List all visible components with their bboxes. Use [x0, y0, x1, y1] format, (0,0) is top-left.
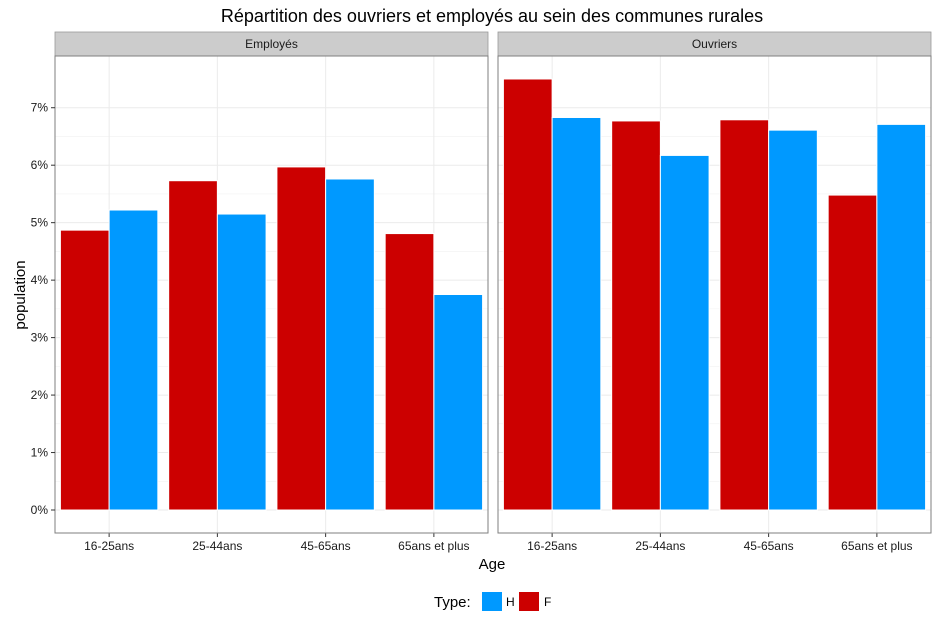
legend-swatch-f	[519, 592, 539, 611]
bar-f	[384, 233, 435, 511]
panel-1: Ouvriers 16-25ans 25-44ans 45-65ans 65ans et…	[497, 31, 932, 553]
panel-border	[497, 55, 932, 534]
bar-h	[876, 123, 927, 511]
bar-h	[768, 129, 818, 511]
panel-border	[54, 55, 489, 534]
y-tick-label: 7%	[31, 101, 49, 115]
bar-f	[168, 180, 218, 511]
chart-title: Répartition des ouvriers et employés au …	[221, 6, 763, 26]
y-tick-label: 0%	[31, 503, 49, 517]
bar-h	[433, 294, 484, 511]
x-tick-label: 65ans et plus	[398, 539, 469, 553]
legend-title: Type:	[434, 594, 471, 611]
y-axis: 0% 1% 2% 3% 4% 5% 6% 7%	[31, 101, 55, 517]
y-tick-label: 1%	[31, 446, 49, 460]
facet-strip	[497, 31, 932, 57]
legend-swatch-h	[482, 592, 502, 611]
y-tick-label: 2%	[31, 388, 49, 402]
bar-f	[59, 229, 110, 511]
bar-f	[827, 194, 878, 511]
bar-h	[325, 178, 375, 511]
y-axis-title: population	[12, 260, 29, 329]
facet-strip	[54, 31, 489, 57]
panel-0: Employés 16-25ans 25-44ans 45-65ans 65ans et…	[54, 31, 489, 553]
bar-f	[502, 78, 553, 511]
bar-f	[276, 166, 327, 511]
y-tick-label: 5%	[31, 216, 49, 230]
x-tick-label: 45-65ans	[744, 539, 794, 553]
bar-h	[108, 209, 159, 511]
facet-strip-label: Employés	[245, 37, 298, 51]
x-tick-label: 25-44ans	[635, 539, 685, 553]
facet-strip-label: Ouvriers	[692, 37, 737, 51]
panels: Employés 16-25ans 25-44ans 45-65ans 65ans et…	[54, 31, 932, 553]
bar-h	[659, 154, 710, 511]
y-tick-label: 3%	[31, 331, 49, 345]
bar-h	[551, 116, 602, 511]
bar-f	[719, 119, 770, 511]
y-tick-label: 4%	[31, 273, 49, 287]
x-axis-title: Age	[479, 556, 506, 573]
legend-label-h: H	[506, 595, 515, 609]
x-tick-label: 65ans et plus	[841, 539, 912, 553]
bar-f	[611, 120, 661, 511]
x-tick-label: 45-65ans	[301, 539, 351, 553]
x-tick-label: 16-25ans	[527, 539, 577, 553]
legend-label-f: F	[544, 595, 551, 609]
x-tick-label: 25-44ans	[192, 539, 242, 553]
legend: Type: H F	[434, 589, 551, 614]
bar-h	[216, 213, 267, 511]
y-tick-label: 6%	[31, 158, 49, 172]
x-tick-label: 16-25ans	[84, 539, 134, 553]
